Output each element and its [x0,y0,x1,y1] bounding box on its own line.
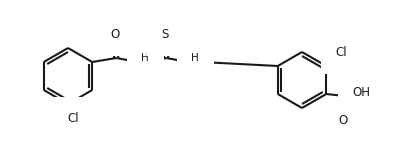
Text: H: H [141,53,149,63]
Text: O: O [111,28,120,42]
Text: OH: OH [352,86,370,100]
Text: S: S [162,28,169,42]
Text: H: H [191,53,199,63]
Text: O: O [339,113,348,127]
Text: N: N [141,58,149,72]
Text: Cl: Cl [67,112,79,125]
Text: Cl: Cl [335,46,347,60]
Text: N: N [191,58,200,72]
